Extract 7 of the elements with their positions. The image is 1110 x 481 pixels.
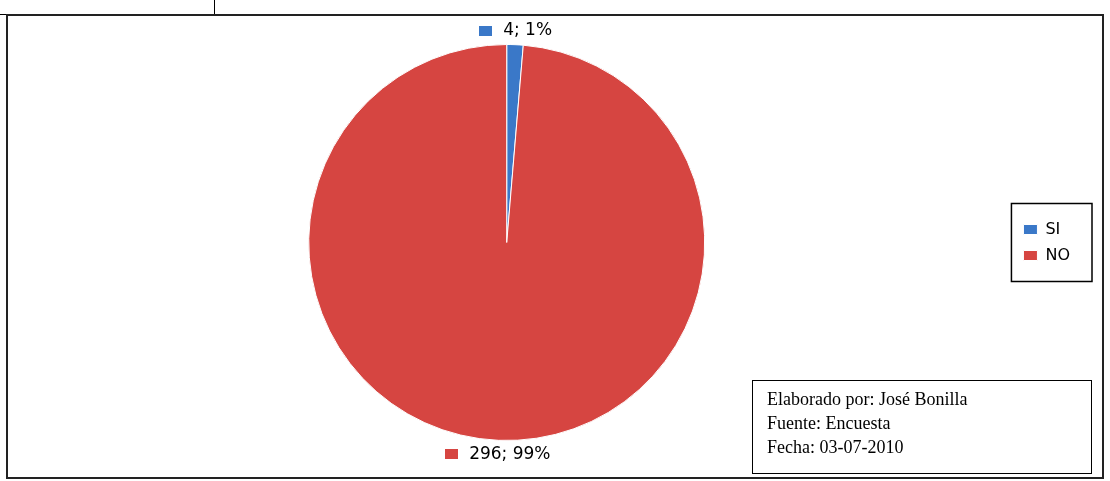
text: Elaborado por: José Bonilla xyxy=(767,388,969,411)
text: Fecha: 03-07-2010 xyxy=(767,436,905,459)
legend-label: NO xyxy=(1045,244,1070,264)
source-note: Fuente: Encuesta xyxy=(767,412,892,435)
data-label: 296; 99% xyxy=(469,442,551,463)
legend-label: SI xyxy=(1045,218,1061,238)
data-label: 4; 1% xyxy=(503,19,553,40)
